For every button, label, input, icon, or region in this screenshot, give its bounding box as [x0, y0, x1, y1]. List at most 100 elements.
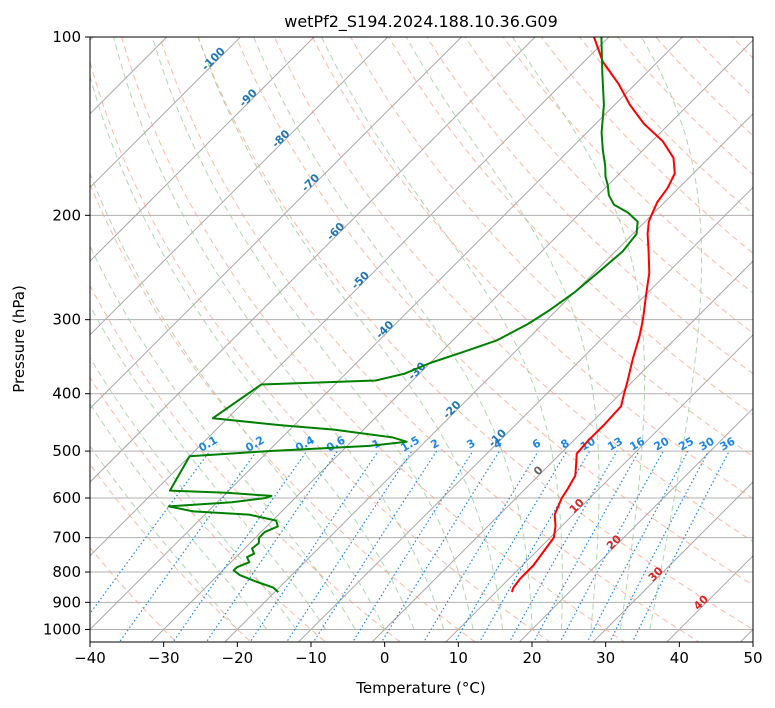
isotherm-label: -40 [373, 318, 396, 341]
isotherm-line [445, 334, 753, 642]
isotherm-label-warm: 30 [646, 564, 666, 584]
moist-adiabat-line [90, 172, 386, 630]
dry-adiabat-line [159, 37, 701, 642]
dewpoint-profile-line [167, 37, 639, 593]
x-tick-label: 0 [380, 649, 390, 667]
isotherm-line [90, 37, 610, 557]
isotherm-line [90, 37, 463, 410]
dry-adiabat-line [388, 37, 753, 416]
isotherm-line [90, 37, 315, 262]
moist-adiabat-line [113, 37, 445, 630]
isotherm-label: -50 [349, 269, 372, 292]
dry-adiabat-line [617, 37, 753, 176]
mixing-ratio-line [532, 450, 640, 642]
moist-adiabat-line [90, 356, 297, 630]
mixing-ratio-line [249, 450, 379, 642]
dry-adiabat-line [541, 37, 753, 254]
x-tick-label: 50 [743, 649, 762, 667]
dry-adiabat-line [350, 37, 753, 458]
mixing-ratio-line [586, 450, 689, 642]
isotherm-label: -80 [269, 127, 292, 150]
isotherm-line [150, 39, 753, 642]
dry-adiabat-line [235, 37, 753, 586]
dry-adiabat-line [90, 60, 551, 642]
dry-adiabat-line [579, 37, 753, 215]
mixing-ratio-line [312, 450, 438, 642]
y-tick-label: 400 [52, 385, 81, 403]
isotherm-label: -10 [486, 426, 509, 449]
x-tick-label: −30 [148, 649, 180, 667]
moist-adiabat-line [151, 37, 474, 630]
y-tick-label: 1000 [43, 620, 81, 638]
x-axis-label: Temperature (°C) [355, 679, 485, 697]
isotherm-line [371, 260, 753, 642]
y-tick-label: 300 [52, 311, 81, 329]
y-axis-label: Pressure (hPa) [10, 285, 28, 393]
mixing-ratio-line [352, 450, 474, 642]
y-tick-label: 700 [52, 529, 81, 547]
dry-adiabat-line [90, 463, 252, 642]
moist-adiabat-line [90, 74, 415, 630]
isotherm-label-warm: 10 [567, 496, 587, 516]
isotherm-label: -100 [199, 44, 228, 73]
isotherm-label-warm: 20 [604, 532, 624, 552]
isotherm-label: -70 [299, 171, 322, 194]
x-tick-label: 10 [449, 649, 468, 667]
isotherm-label-warm: 40 [691, 592, 711, 612]
isotherm-line [592, 481, 753, 642]
dry-adiabat-line [770, 37, 775, 654]
background-lines [90, 37, 775, 654]
plot-frame [89, 36, 754, 643]
dry-adiabat-line [311, 37, 753, 500]
temperature-profile-line [510, 37, 676, 593]
dry-adiabat-line [502, 37, 753, 294]
mixing-ratio-line [90, 450, 211, 615]
moist-adiabat-line [321, 37, 563, 630]
dry-adiabat-line [90, 182, 476, 642]
x-tick-label: −20 [222, 649, 254, 667]
isotherm-line [90, 37, 242, 189]
mixing-ratio-line [454, 450, 568, 642]
isotherm-line [90, 37, 389, 336]
dry-adiabat-line [273, 37, 753, 543]
data-lines [167, 37, 676, 593]
mixing-ratio-label: 2 [428, 437, 441, 452]
dry-adiabat-line [90, 546, 178, 642]
isotherm-label: -20 [440, 398, 463, 421]
moist-adiabat-line [197, 37, 503, 630]
y-tick-label: 200 [52, 206, 81, 224]
dry-adiabat-line [90, 376, 327, 642]
y-tick-label: 800 [52, 563, 81, 581]
dry-adiabat-line [121, 37, 626, 642]
dry-adiabat-line [731, 37, 753, 59]
mixing-ratio-line [631, 450, 730, 642]
isotherm-line [224, 113, 753, 642]
mixing-ratio-line [609, 450, 710, 642]
mixing-ratio-line [380, 450, 501, 642]
y-tick-label: 500 [52, 442, 81, 460]
y-tick-label: 600 [52, 489, 81, 507]
chart-title: wetPf2_S194.2024.188.10.36.G09 [284, 12, 558, 32]
moist-adiabat-line [253, 37, 533, 630]
isotherm-line [90, 37, 168, 115]
dry-adiabat-line [90, 284, 402, 642]
isotherm-label: -60 [324, 220, 347, 243]
moist-adiabat-line [90, 402, 268, 630]
isotherm-label: -90 [236, 86, 259, 109]
x-tick-label: 20 [522, 649, 541, 667]
mixing-ratio-line [559, 450, 664, 642]
x-tick-label: 40 [670, 649, 689, 667]
mixing-ratio-line [205, 450, 338, 642]
axis-ticks: −40 −30 −20 −10 0 10 20 30 40 50 100 200 300 400 500 60… [43, 28, 763, 667]
mixing-ratio-label: 3 [465, 437, 478, 452]
moist-adiabat-line [405, 37, 600, 630]
moist-adiabat-line [641, 37, 703, 630]
mixing-ratio-label: 6 [530, 436, 543, 451]
y-tick-label: 900 [52, 593, 81, 611]
mixing-ratio-line [423, 450, 539, 642]
x-tick-label: 30 [596, 649, 615, 667]
isotherm-line [518, 407, 753, 642]
mixing-ratio-line [118, 450, 258, 642]
moist-adiabat-line [512, 37, 646, 630]
y-tick-label: 100 [52, 28, 81, 46]
